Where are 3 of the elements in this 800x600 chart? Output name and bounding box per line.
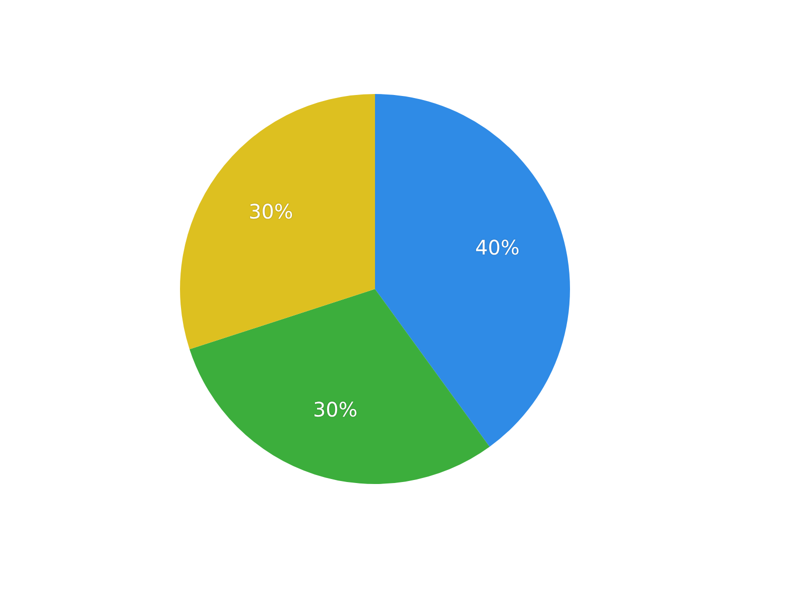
data-label: 40% — [475, 235, 520, 260]
data-label: 30% — [248, 200, 294, 224]
data-label: 30% — [313, 398, 358, 422]
